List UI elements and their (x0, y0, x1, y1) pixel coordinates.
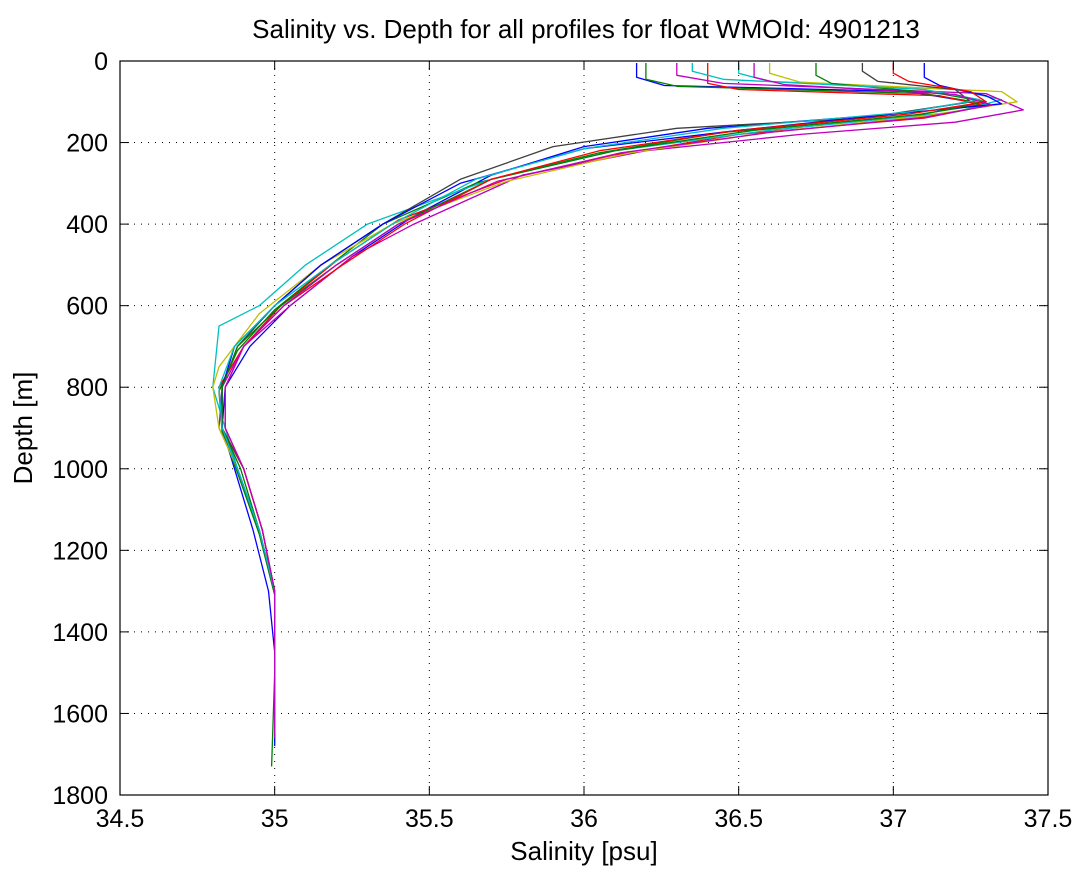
x-axis-ticks: 34.5 35 35.5 36 36.5 37 37.5 (96, 61, 1073, 833)
y-tick-label: 1600 (52, 700, 108, 728)
profile-line (218, 63, 981, 734)
y-tick-label: 800 (66, 374, 108, 402)
y-tick-label: 200 (66, 130, 108, 158)
y-tick-label: 600 (66, 293, 108, 321)
x-tick-label: 37 (879, 805, 907, 833)
y-tick-label: 400 (66, 211, 108, 239)
x-axis-label: Salinity [psu] (510, 836, 657, 866)
profile-lines (212, 63, 1024, 767)
y-tick-label: 1800 (52, 782, 108, 810)
x-tick-label: 34.5 (96, 805, 145, 833)
y-tick-label: 1400 (52, 619, 108, 647)
x-tick-label: 36 (570, 805, 598, 833)
x-tick-label: 37.5 (1024, 805, 1073, 833)
y-tick-label: 1000 (52, 456, 108, 484)
y-tick-label: 0 (94, 48, 108, 76)
y-tick-label: 1200 (52, 537, 108, 565)
y-axis-ticks: 0 200 400 600 800 1000 1200 1400 1600 1800 (52, 48, 1048, 810)
x-tick-label: 35.5 (405, 805, 454, 833)
profile-line (224, 63, 993, 738)
x-tick-label: 36.5 (714, 805, 763, 833)
x-tick-label: 35 (261, 805, 289, 833)
y-axis-label: Depth [m] (8, 372, 38, 485)
chart-title: Salinity vs. Depth for all profiles for … (252, 14, 920, 44)
